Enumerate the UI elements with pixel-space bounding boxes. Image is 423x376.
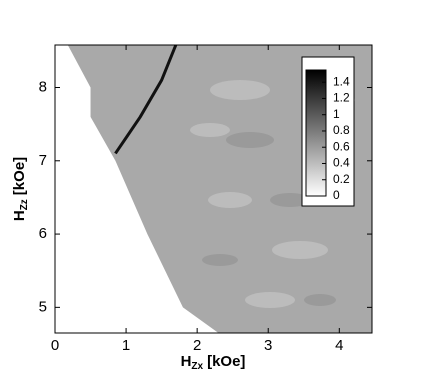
field-patch	[272, 241, 328, 259]
y-tick-label: 8	[39, 78, 47, 95]
colorbar-tick-label: 0.8	[333, 123, 350, 137]
colorbar-tick-label: 0.4	[333, 156, 350, 170]
frame	[54, 44, 373, 334]
field-patch	[202, 254, 238, 266]
field-patch	[208, 192, 252, 208]
field-patch	[270, 193, 310, 207]
field-patch	[210, 80, 270, 100]
colorbar-tick-label: 0.2	[333, 172, 350, 186]
field	[67, 45, 372, 333]
colorbar-tick-label: 1.2	[333, 91, 350, 105]
colorbar: 0 0.2 0.4 0.6 0.8 1 1.2 1.4	[301, 56, 355, 207]
y-tick-label: 7	[39, 152, 47, 169]
colorbar-gradient	[305, 69, 327, 197]
x-tick-label: 0	[51, 337, 59, 354]
field-patch	[226, 132, 274, 148]
ridge	[114, 45, 178, 155]
x-axis-label: HZx [kOe]	[181, 353, 246, 372]
x-tick-label: 4	[335, 337, 343, 354]
colorbar-tick-label: 1.4	[333, 74, 350, 88]
field-patch	[190, 123, 230, 137]
axes: 0 1 2 3 4 5 6 7 8	[39, 45, 372, 354]
field-patch	[304, 294, 336, 306]
y-axis-label: HZz[kOe]	[11, 157, 30, 221]
y-tick-label: 5	[39, 298, 47, 315]
x-tick-label: 3	[264, 337, 272, 354]
colorbar-tick-label: 0.6	[333, 139, 350, 153]
colorbar-tick-label: 0	[333, 188, 340, 202]
y-tick-label: 6	[39, 225, 47, 242]
x-tick-label: 2	[193, 337, 201, 354]
field-patch	[245, 292, 295, 308]
x-tick-label: 1	[122, 337, 130, 354]
colorbar-tick-label: 1	[333, 107, 340, 121]
